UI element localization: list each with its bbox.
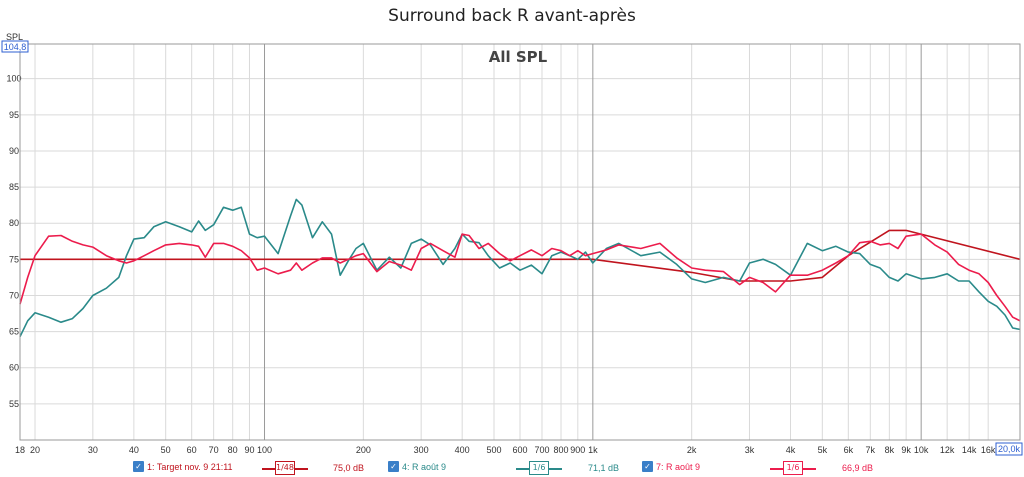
legend-value: 75,0 dB [333,463,365,473]
y-tick-label: 65 [9,327,19,337]
x-tick-label: 9k [901,445,911,455]
checkbox-checked-icon[interactable]: ✓ [642,461,653,472]
smoothing-label: 1/6 [783,461,803,475]
x-tick-label: 40 [129,445,139,455]
checkbox-checked-icon[interactable]: ✓ [388,461,399,472]
y-tick-label: 55 [9,399,19,409]
x-tick-label: 900 [570,445,585,455]
y-tick-label: 70 [9,290,19,300]
x-tick-label: 6k [844,445,854,455]
y-tick-label: 60 [9,363,19,373]
x-tick-label: 5k [818,445,828,455]
smoothing-label: 1/48 [275,461,295,475]
legend-item-target[interactable]: ✓ 1: Target nov. 9 21:11 [133,461,233,472]
x-tick-label: 14k [962,445,977,455]
y-tick-label: 100 [6,74,21,84]
x-tick-label: 16k [981,445,996,455]
series-line [20,229,1021,282]
x-tick-label: 80 [228,445,238,455]
x-tick-label: 800 [554,445,569,455]
x-tick-label: 100 [257,445,272,455]
x-tick-label: 30 [88,445,98,455]
x-tick-label: 7k [866,445,876,455]
legend-bar: ✓ 1: Target nov. 9 21:11 1/48 75,0 dB ✓ … [0,459,1024,477]
window-title: Surround back R avant-après [388,6,636,26]
x-tick-label: 70 [209,445,219,455]
smoothing-r7[interactable]: 1/6 [770,461,816,475]
x-tick-label: 18 [15,445,25,455]
x-tick-label: 300 [414,445,429,455]
smoothing-label: 1/6 [529,461,549,475]
x-tick-label: 90 [244,445,254,455]
x-tick-label: 4k [786,445,796,455]
x-max-label: 20,0k [998,444,1021,454]
y-axis-label: SPL [6,32,23,42]
x-max-box[interactable] [995,442,1023,456]
y-tick-label: 90 [9,146,19,156]
chart-title: All SPL [489,48,548,66]
y-tick-label: 85 [9,182,19,192]
x-tick-label: 700 [534,445,549,455]
legend-label: 4: R août 9 [402,461,447,472]
y-max-label: 104,8 [4,42,27,52]
x-tick-label: 20 [30,445,40,455]
x-tick-label: 50 [161,445,171,455]
y-max-box[interactable] [1,40,29,53]
x-tick-label: 2k [687,445,697,455]
legend-item-r7[interactable]: ✓ 7: R août 9 [642,461,700,472]
legend-item-r4[interactable]: ✓ 4: R août 9 [388,461,446,472]
x-tick-label: 1k [588,445,598,455]
series-lines [19,198,1021,338]
x-tick-label: 200 [356,445,371,455]
y-tick-label: 75 [9,254,19,264]
x-tick-label: 600 [512,445,527,455]
x-tick-label: 500 [486,445,501,455]
smoothing-target[interactable]: 1/48 [262,461,308,475]
x-tick-label: 400 [455,445,470,455]
y-tick-label: 80 [9,218,19,228]
legend-value: 66,9 dB [842,463,874,473]
x-tick-label: 10k [914,445,929,455]
legend-label: 7: R août 9 [656,461,701,472]
checkbox-checked-icon[interactable]: ✓ [133,461,144,472]
smoothing-r4[interactable]: 1/6 [516,461,562,475]
x-tick-label: 8k [885,445,895,455]
x-tick-label: 60 [187,445,197,455]
y-tick-label: 95 [9,110,19,120]
legend-value: 71,1 dB [588,463,620,473]
legend-label: 1: Target nov. 9 21:11 [147,461,233,472]
x-tick-label: 3k [745,445,755,455]
plot-frame [19,43,1021,441]
x-tick-label: 12k [940,445,955,455]
series-line [19,233,1021,322]
